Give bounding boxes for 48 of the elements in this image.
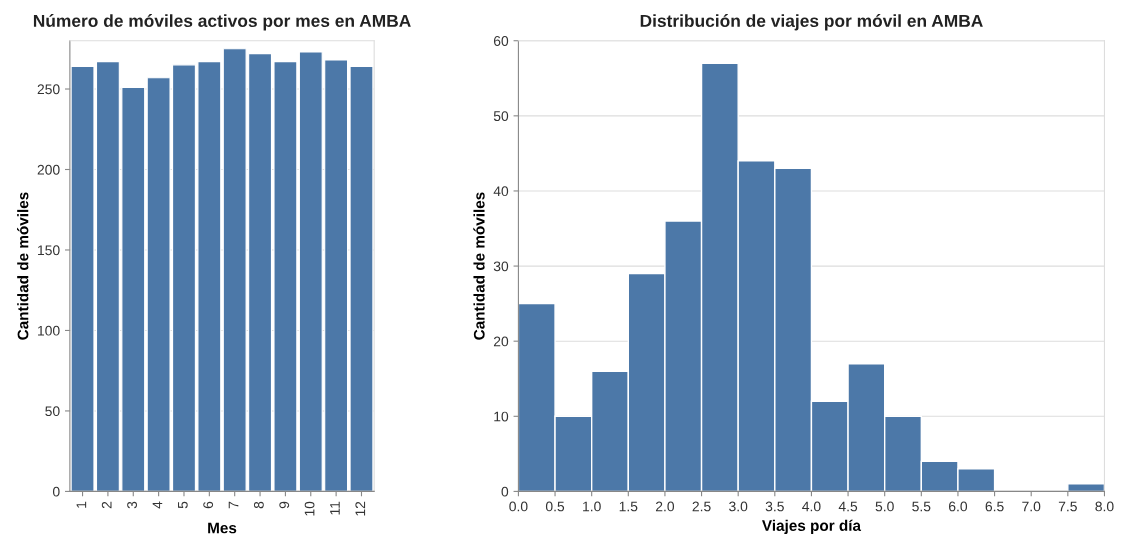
y-axis-title: Cantidad de móviles: [17, 192, 29, 340]
y-tick-label: 250: [37, 84, 60, 95]
x-tick-label: 5.0: [875, 501, 894, 512]
x-tick-label: 2.5: [692, 501, 711, 512]
y-tick-label: 100: [38, 325, 60, 336]
x-tick-label: 5.5: [912, 501, 931, 512]
y-axis-title: Cantidad de móviles: [473, 192, 485, 340]
x-tick-label: 9: [279, 501, 290, 509]
x-tick-label: 1: [76, 501, 87, 508]
y-tick-label: 20: [493, 336, 509, 347]
x-tick-label: 8.0: [1095, 501, 1114, 512]
x-tick-label: 0.0: [509, 501, 528, 512]
chart-title: Número de móviles activos por mes en AMBA: [33, 14, 411, 31]
x-tick-label: 3.0: [729, 501, 748, 512]
x-tick-label: 6.0: [949, 501, 968, 512]
x-tick-label: 7.5: [1058, 501, 1077, 512]
y-tick-label: 0: [501, 486, 509, 497]
x-tick-label: 2: [101, 501, 112, 509]
y-tick-label: 150: [38, 245, 60, 256]
y-tick-label: 10: [494, 411, 509, 422]
x-tick-label: 4.5: [838, 501, 858, 512]
x-tick-label: 7.0: [1022, 501, 1041, 512]
x-tick-label: 8: [253, 501, 264, 509]
y-tick-label: 50: [45, 406, 60, 417]
x-axis-title: Viajes por día: [762, 519, 862, 535]
x-tick-label: 6: [203, 501, 214, 509]
y-tick-label: 60: [493, 36, 509, 46]
y-tick-label: 0: [52, 486, 60, 497]
x-tick-label: 1.5: [619, 501, 638, 512]
x-tick-label: 10: [304, 501, 315, 516]
x-tick-label: 11: [330, 501, 340, 515]
x-tick-label: 4: [152, 501, 163, 509]
x-tick-label: 0.5: [545, 501, 565, 512]
y-tick-label: 30: [493, 261, 509, 272]
x-tick-label: 12: [355, 501, 366, 516]
x-tick-label: 3: [127, 501, 137, 509]
y-tick-label: 40: [493, 186, 509, 197]
y-tick-label: 200: [37, 164, 60, 175]
x-tick-label: 6.5: [985, 501, 1004, 512]
x-axis-title: Mes: [208, 522, 237, 534]
y-tick-label: 50: [493, 111, 509, 122]
x-tick-label: 2.0: [655, 501, 675, 512]
chart-title: Distribución de viajes por móvil en AMBA: [640, 14, 983, 31]
x-tick-label: 7: [228, 501, 239, 509]
x-tick-label: 1.0: [583, 501, 601, 512]
x-tick-label: 5: [178, 501, 188, 509]
x-tick-label: 3.5: [765, 501, 784, 512]
x-tick-label: 4.0: [802, 501, 821, 512]
